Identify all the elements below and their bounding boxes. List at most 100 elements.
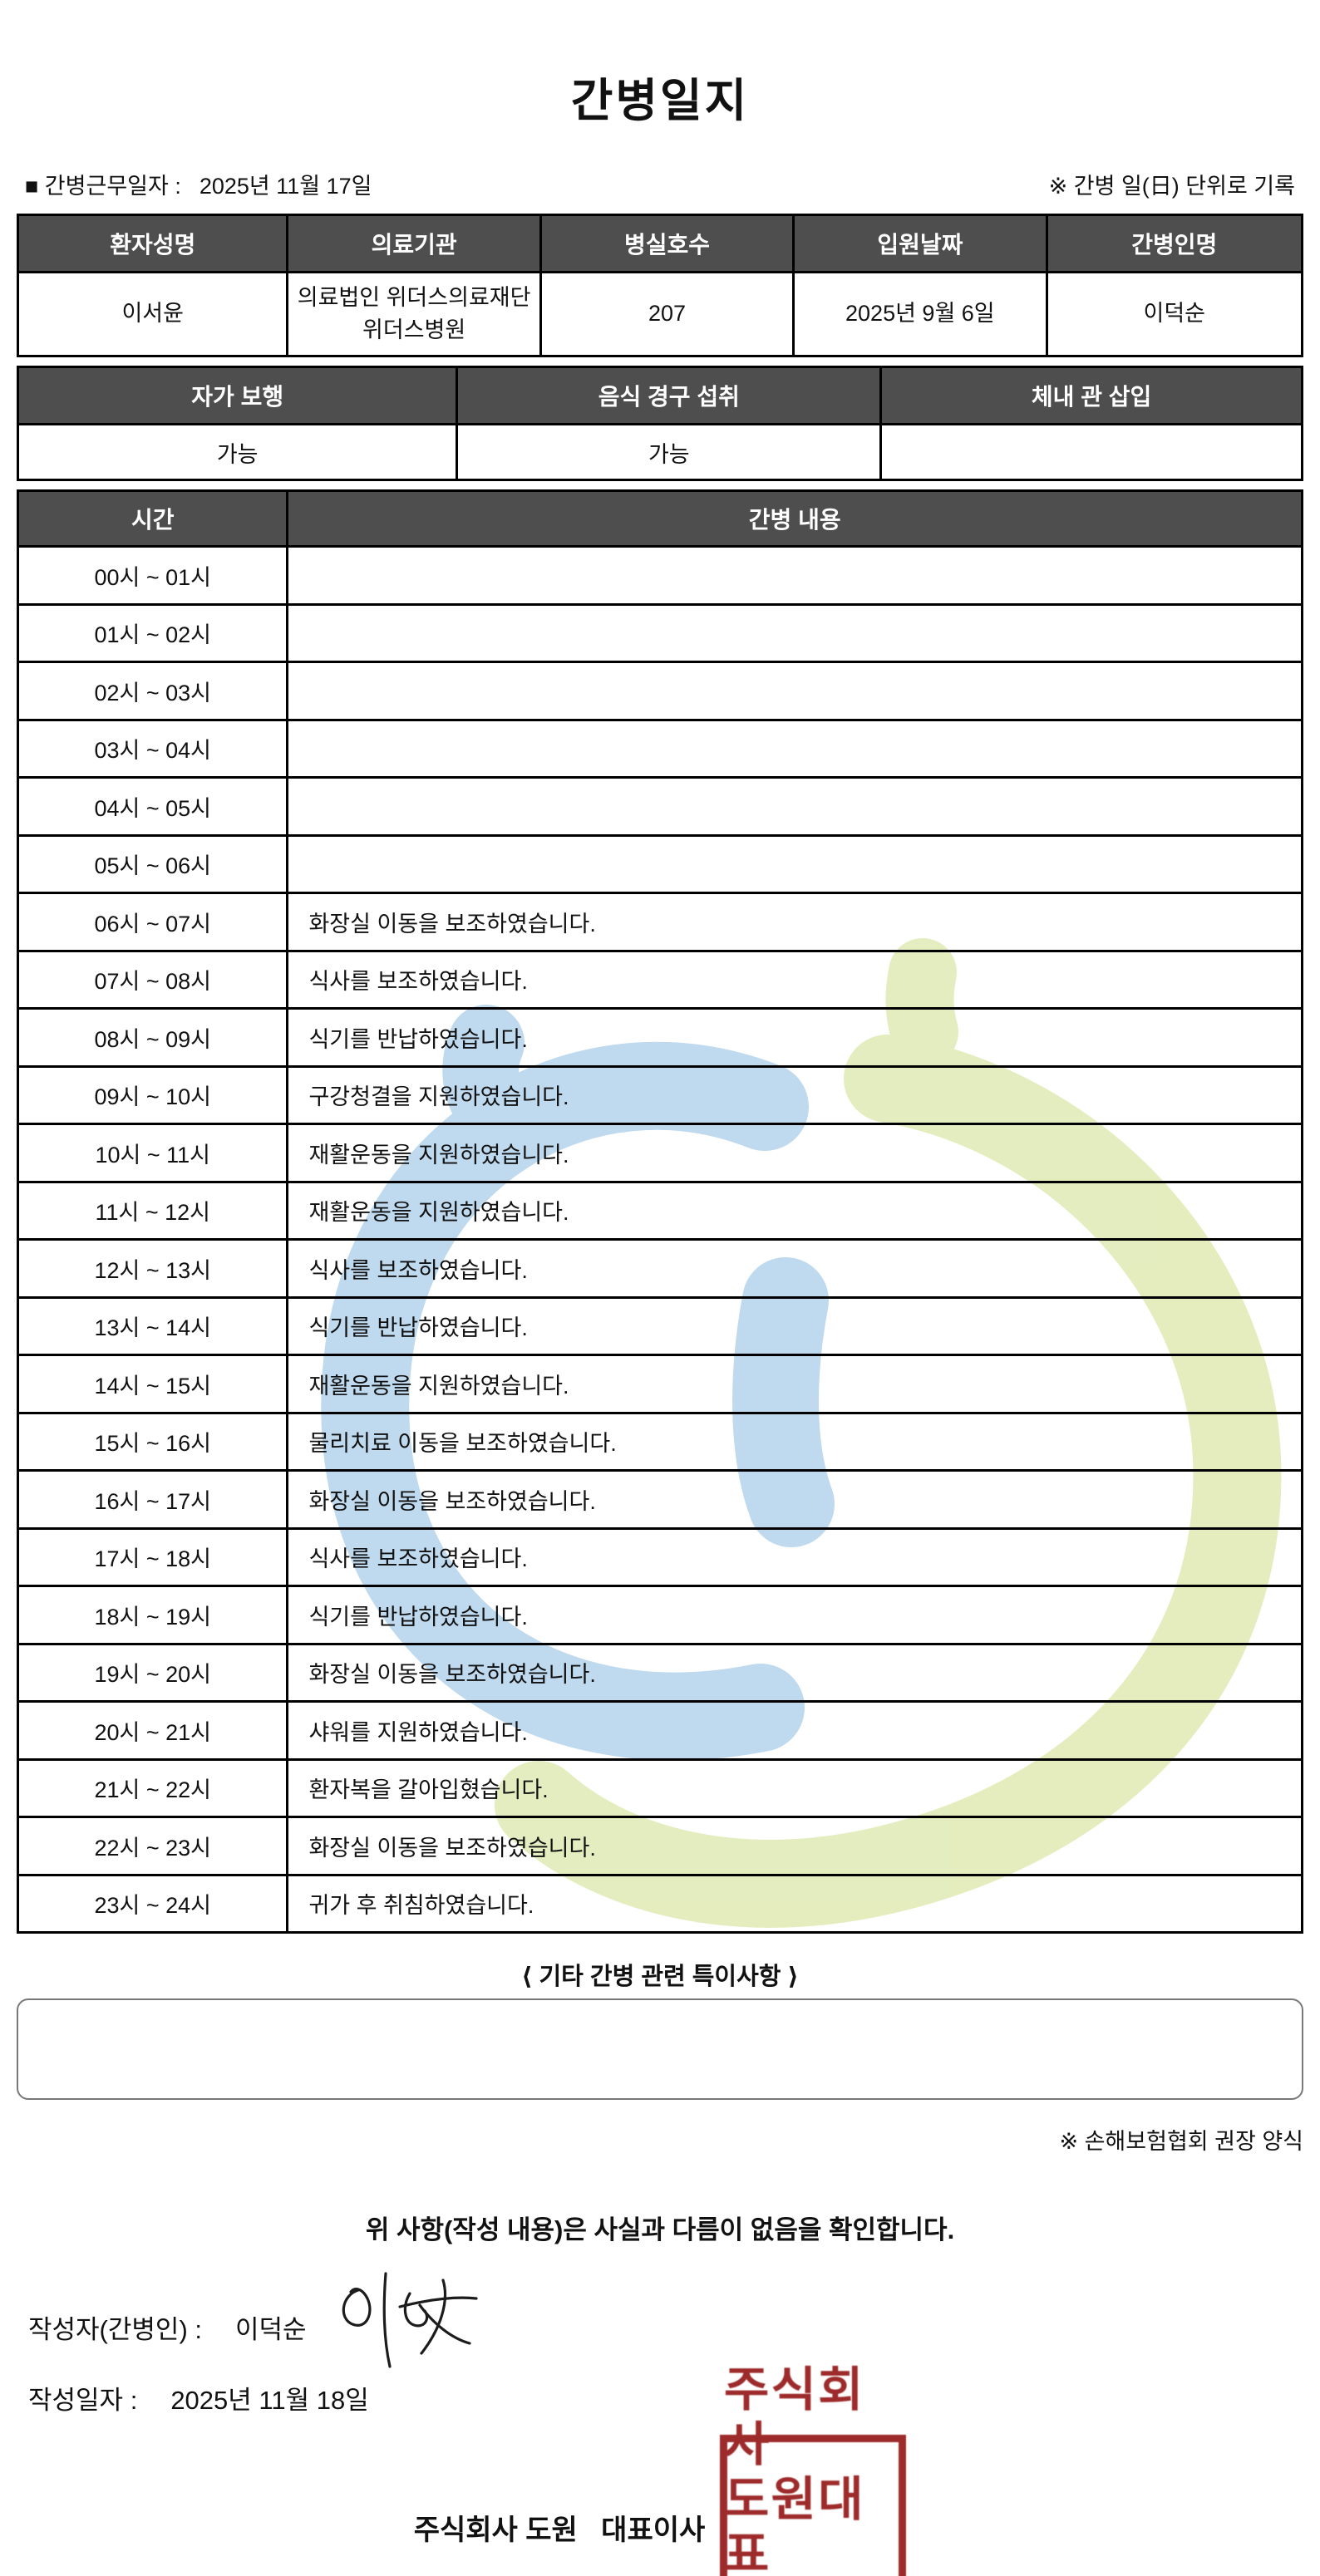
- condition-value-row: 가능 가능: [16, 423, 1303, 481]
- log-row: 09시 ~ 10시 구강청결을 지원하였습니다.: [16, 1064, 1303, 1125]
- log-time: 00시 ~ 01시: [16, 545, 289, 606]
- log-content: [286, 776, 1303, 837]
- log-content: 재활운동을 지원하였습니다.: [286, 1123, 1303, 1183]
- log-time: 14시 ~ 15시: [16, 1354, 289, 1414]
- confirmation-statement: 위 사항(작성 내용)은 사실과 다름이 없음을 확인합니다.: [365, 2215, 955, 2244]
- log-time: 02시 ~ 03시: [16, 661, 289, 721]
- header-self-walking: 자가 보행: [16, 366, 459, 425]
- seal-line: 도원대표: [724, 2472, 866, 2576]
- log-row: 19시 ~ 20시 화장실 이동을 보조하였습니다.: [16, 1642, 1303, 1703]
- patient-info-table: 환자성명 의료기관 병실호수 입원날짜 간병인명 이서윤 의료법인 위더스의료재…: [16, 214, 1304, 357]
- log-table-body: 00시 ~ 01시 01시 ~ 02시 02시 ~ 03시 03시 ~ 04시 …: [16, 545, 1303, 1934]
- header-care-content: 간병 내용: [286, 489, 1303, 548]
- author-name: 이덕순: [235, 2314, 307, 2344]
- log-time: 07시 ~ 08시: [16, 949, 289, 1010]
- work-date-value: 2025년 11월 17일: [199, 174, 372, 199]
- admission-date: 2025년 9월 6일: [792, 271, 1048, 357]
- log-content: [286, 602, 1303, 663]
- log-content: [286, 661, 1303, 721]
- log-content: 물리치료 이동을 보조하였습니다.: [286, 1411, 1303, 1472]
- header-admission-date: 입원날짜: [792, 214, 1048, 273]
- log-content: [286, 718, 1303, 779]
- header-room-number: 병실호수: [539, 214, 795, 273]
- internal-tube-value: [879, 423, 1303, 481]
- log-time: 21시 ~ 22시: [16, 1757, 289, 1818]
- stamp-row: 주식회사 도원 대표이사 주식회사 도원대표 이사의인: [17, 2363, 1303, 2576]
- log-content: [286, 545, 1303, 606]
- log-time: 22시 ~ 23시: [16, 1816, 289, 1876]
- patient-name: 이서윤: [16, 271, 289, 357]
- log-time: 19시 ~ 20시: [16, 1642, 289, 1703]
- log-time: 12시 ~ 13시: [16, 1238, 289, 1299]
- log-row: 08시 ~ 09시 식기를 반납하였습니다.: [16, 1007, 1303, 1068]
- log-row: 06시 ~ 07시 화장실 이동을 보조하였습니다.: [16, 892, 1303, 952]
- log-time: 18시 ~ 19시: [16, 1585, 289, 1645]
- log-time: 05시 ~ 06시: [16, 833, 289, 894]
- patient-info-value-row: 이서윤 의료법인 위더스의료재단 위더스병원 207 2025년 9월 6일 이…: [16, 271, 1304, 357]
- date-row: 작성일자 : 2025년 11월 18일: [28, 2379, 1303, 2416]
- header-patient-name: 환자성명: [16, 214, 289, 273]
- log-time: 16시 ~ 17시: [16, 1469, 289, 1530]
- log-row: 20시 ~ 21시 샤워를 지원하였습니다.: [16, 1700, 1303, 1761]
- page-title: 간병일지: [570, 75, 750, 126]
- log-row: 16시 ~ 17시 화장실 이동을 보조하였습니다.: [16, 1469, 1303, 1530]
- condition-table: 자가 보행 음식 경구 섭취 체내 관 삽입 가능 가능: [16, 366, 1303, 481]
- log-content: 재활운동을 지원하였습니다.: [286, 1354, 1303, 1414]
- log-row: 18시 ~ 19시 식기를 반납하였습니다.: [16, 1585, 1303, 1645]
- notes-box: [17, 1998, 1303, 2100]
- log-content: [286, 833, 1303, 894]
- log-time: 09시 ~ 10시: [16, 1064, 289, 1125]
- corporate-seal: 주식회사 도원대표 이사의인: [720, 2363, 907, 2576]
- log-content: 샤워를 지원하였습니다.: [286, 1700, 1303, 1761]
- log-row: 10시 ~ 11시 재활운동을 지원하였습니다.: [16, 1123, 1303, 1183]
- date-label: 작성일자 :: [28, 2386, 138, 2415]
- seal-line: 주식회사: [724, 2362, 866, 2471]
- log-content: 식사를 보조하였습니다.: [286, 1238, 1303, 1299]
- log-content: 환자복을 갈아입혔습니다.: [286, 1757, 1303, 1818]
- meta-row: ■ 간병근무일자 : 2025년 11월 17일 ※ 간병 일(日) 단위로 기…: [25, 168, 1295, 200]
- log-row: 13시 ~ 14시 식기를 반납하였습니다.: [16, 1295, 1303, 1356]
- notes-heading: ⟨ 기타 간병 관련 특이사항 ⟩: [521, 1964, 799, 1990]
- log-time: 11시 ~ 12시: [16, 1180, 289, 1241]
- log-time: 04시 ~ 05시: [16, 776, 289, 837]
- log-row: 07시 ~ 08시 식사를 보조하였습니다.: [16, 949, 1303, 1010]
- log-time: 08시 ~ 09시: [16, 1007, 289, 1068]
- log-time: 17시 ~ 18시: [16, 1526, 289, 1587]
- self-walking-value: 가능: [16, 423, 459, 481]
- log-row: 04시 ~ 05시: [16, 776, 1303, 837]
- log-content: 화장실 이동을 보조하였습니다.: [286, 1469, 1303, 1530]
- log-row: 14시 ~ 15시 재활운동을 지원하였습니다.: [16, 1354, 1303, 1414]
- oral-intake-value: 가능: [456, 423, 883, 481]
- log-content: 화장실 이동을 보조하였습니다.: [286, 1642, 1303, 1703]
- care-log-table: 시간 간병 내용 00시 ~ 01시 01시 ~ 02시 02시 ~ 03시 0…: [16, 489, 1303, 1934]
- log-content: 화장실 이동을 보조하였습니다.: [286, 892, 1303, 952]
- author-label: 작성자(간병인) :: [28, 2314, 202, 2344]
- log-content: 식기를 반납하였습니다.: [286, 1295, 1303, 1356]
- medical-institution: 의료법인 위더스의료재단 위더스병원: [286, 271, 542, 357]
- log-row: 03시 ~ 04시: [16, 718, 1303, 779]
- log-row: 12시 ~ 13시 식사를 보조하였습니다.: [16, 1238, 1303, 1299]
- care-log-header-row: 시간 간병 내용: [16, 489, 1303, 548]
- log-time: 20시 ~ 21시: [16, 1700, 289, 1761]
- log-time: 01시 ~ 02시: [16, 602, 289, 663]
- log-row: 21시 ~ 22시 환자복을 갈아입혔습니다.: [16, 1757, 1303, 1818]
- author-row: 작성자(간병인) : 이덕순: [28, 2272, 1303, 2372]
- log-content: 식기를 반납하였습니다.: [286, 1585, 1303, 1645]
- log-row: 02시 ~ 03시: [16, 661, 1303, 721]
- log-time: 15시 ~ 16시: [16, 1411, 289, 1472]
- log-row: 17시 ~ 18시 식사를 보조하였습니다.: [16, 1526, 1303, 1587]
- header-internal-tube: 체내 관 삽입: [879, 366, 1303, 425]
- log-row: 11시 ~ 12시 재활운동을 지원하였습니다.: [16, 1180, 1303, 1241]
- log-time: 10시 ~ 11시: [16, 1123, 289, 1183]
- log-content: 화장실 이동을 보조하였습니다.: [286, 1816, 1303, 1876]
- log-row: 22시 ~ 23시 화장실 이동을 보조하였습니다.: [16, 1816, 1303, 1876]
- patient-info-header-row: 환자성명 의료기관 병실호수 입원날짜 간병인명: [16, 214, 1304, 273]
- log-content: 귀가 후 취침하였습니다.: [286, 1873, 1303, 1934]
- log-content: 구강청결을 지원하였습니다.: [286, 1064, 1303, 1125]
- caregiver-signature: [342, 2272, 478, 2368]
- company-line: 주식회사 도원 대표이사: [413, 2514, 706, 2546]
- header-caregiver-name: 간병인명: [1045, 214, 1304, 273]
- header-oral-intake: 음식 경구 섭취: [456, 366, 883, 425]
- log-row: 05시 ~ 06시: [16, 833, 1303, 894]
- unit-note: ※ 간병 일(日) 단위로 기록: [1048, 174, 1295, 199]
